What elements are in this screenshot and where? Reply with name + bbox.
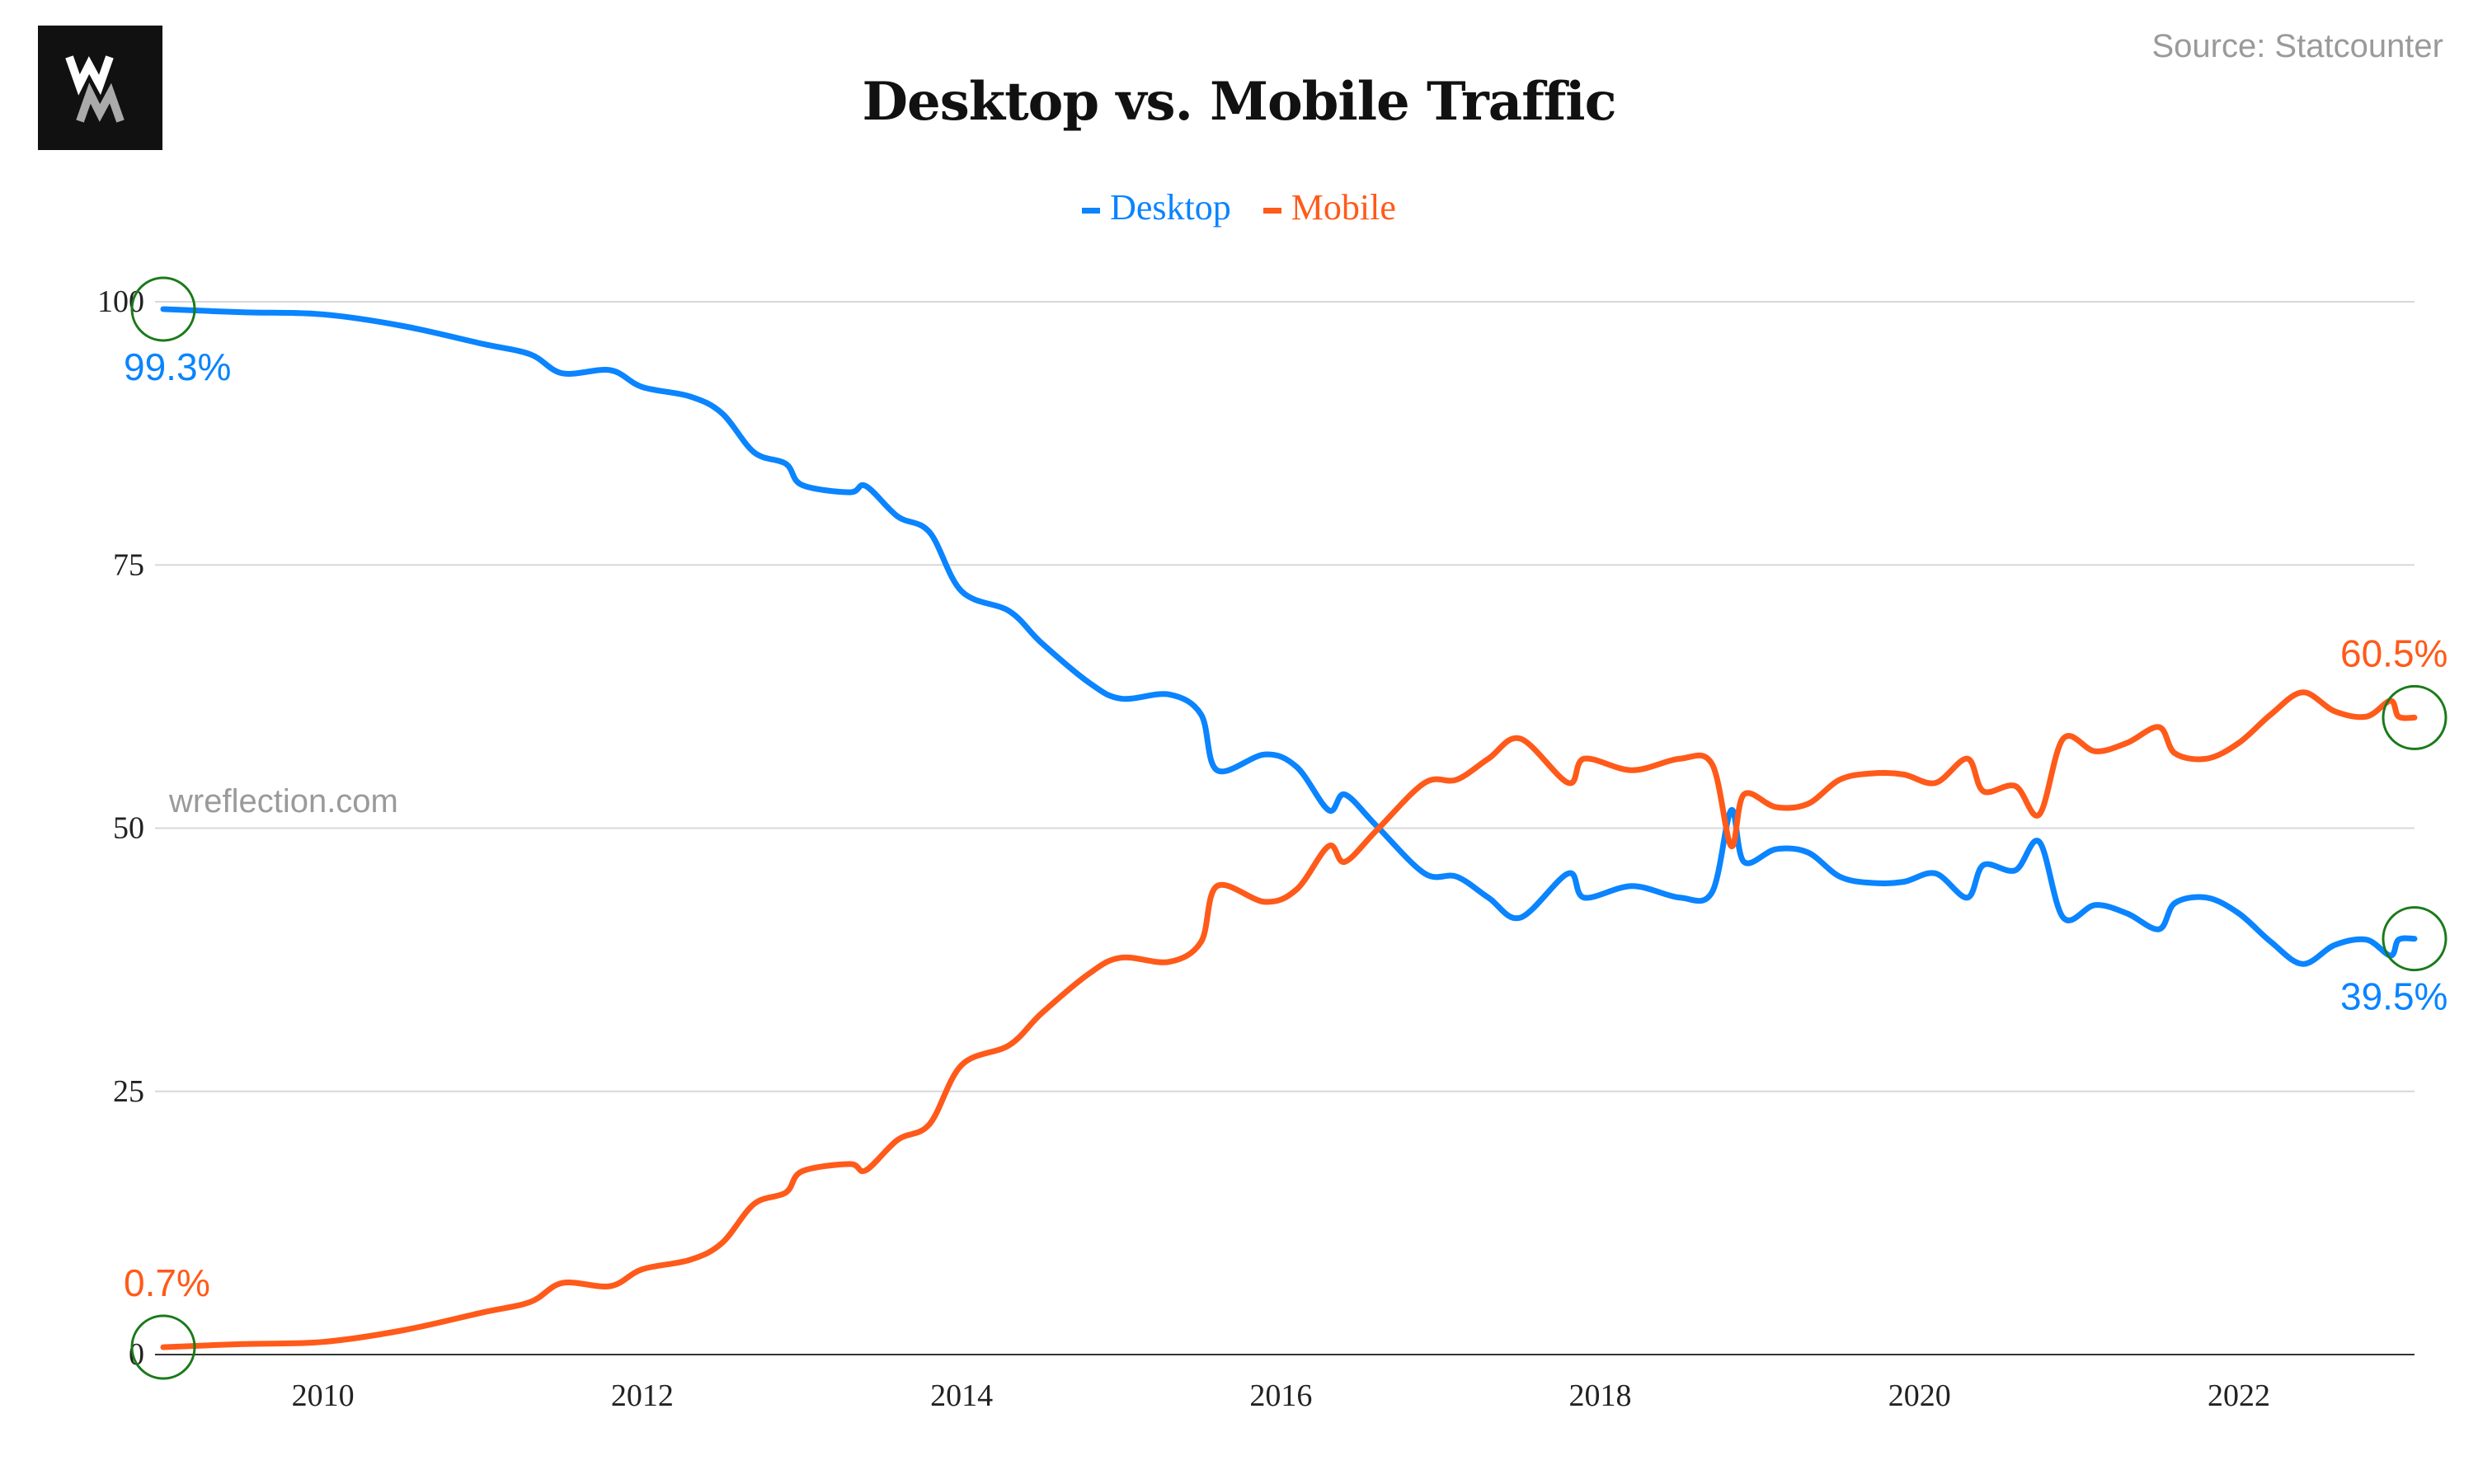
highlight-circle bbox=[130, 1314, 196, 1380]
legend-label-desktop: Desktop bbox=[1110, 187, 1231, 228]
annotation-label-desktop: 99.3% bbox=[124, 345, 231, 388]
highlight-circle bbox=[2382, 906, 2447, 972]
legend-swatch-mobile bbox=[1263, 208, 1281, 214]
y-tick-label: 75 bbox=[113, 547, 144, 582]
highlight-circle bbox=[130, 276, 196, 342]
x-tick-label: 2012 bbox=[611, 1378, 674, 1413]
x-tick-label: 2016 bbox=[1249, 1378, 1312, 1413]
highlight-circle bbox=[2382, 684, 2447, 750]
series-line-mobile bbox=[160, 689, 2418, 1350]
x-tick-label: 2022 bbox=[2208, 1378, 2270, 1413]
legend-item-mobile[interactable]: Mobile bbox=[1263, 187, 1396, 228]
legend-item-desktop[interactable]: Desktop bbox=[1082, 187, 1231, 228]
legend-label-mobile: Mobile bbox=[1291, 187, 1396, 228]
x-tick-label: 2020 bbox=[1888, 1378, 1951, 1413]
x-tick-label: 2018 bbox=[1569, 1378, 1632, 1413]
annotation-label-desktop: 39.5% bbox=[2340, 975, 2447, 1018]
y-tick-label: 0 bbox=[129, 1337, 144, 1372]
wm-logo bbox=[38, 26, 162, 150]
y-tick-label: 50 bbox=[113, 811, 144, 846]
series-line-desktop bbox=[160, 306, 2418, 967]
source-label: Source: Statcounter bbox=[2151, 28, 2443, 64]
chart-title: Desktop vs. Mobile Traffic bbox=[862, 71, 1616, 133]
legend-swatch-desktop bbox=[1082, 208, 1101, 214]
legend: Desktop Mobile bbox=[0, 186, 2478, 228]
x-tick-label: 2010 bbox=[292, 1378, 355, 1413]
x-tick-label: 2014 bbox=[930, 1378, 993, 1413]
y-tick-label: 25 bbox=[113, 1074, 144, 1109]
annotation-label-mobile: 0.7% bbox=[124, 1261, 210, 1304]
annotation-label-mobile: 60.5% bbox=[2340, 632, 2447, 674]
y-tick-label: 100 bbox=[97, 284, 144, 319]
watermark: wreflection.com bbox=[168, 783, 398, 819]
